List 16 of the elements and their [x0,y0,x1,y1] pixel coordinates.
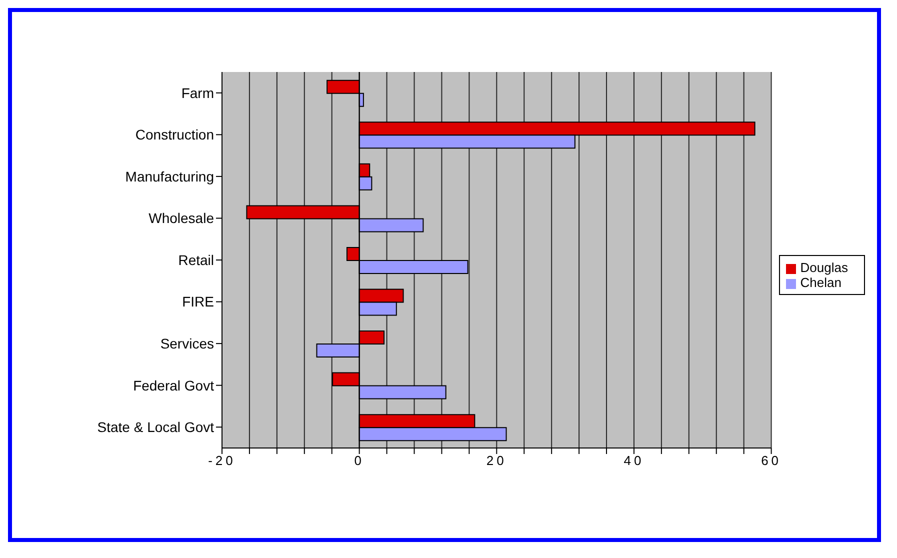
y-tick-label: Construction [135,126,214,143]
x-tick-label: 40 [624,453,644,468]
x-tick-label: 0 [354,453,364,468]
y-tick-label: FIRE [182,294,214,310]
y-tick-label: Retail [178,252,214,268]
y-tick-label: Farm [181,84,214,101]
legend-label: Douglas [800,260,848,275]
x-tick-label: 20 [486,453,507,468]
legend-label: Chelan [800,275,842,290]
y-tick-label: State & Local Govt [97,419,214,436]
x-tick-label: -20 [208,453,236,468]
x-tick-label: 60 [761,453,782,468]
y-tick-label: Wholesale [148,210,214,226]
y-tick-label: Federal Govt [133,377,214,394]
y-tick-label: Services [160,336,214,352]
y-tick-label: Manufacturing [125,168,214,184]
